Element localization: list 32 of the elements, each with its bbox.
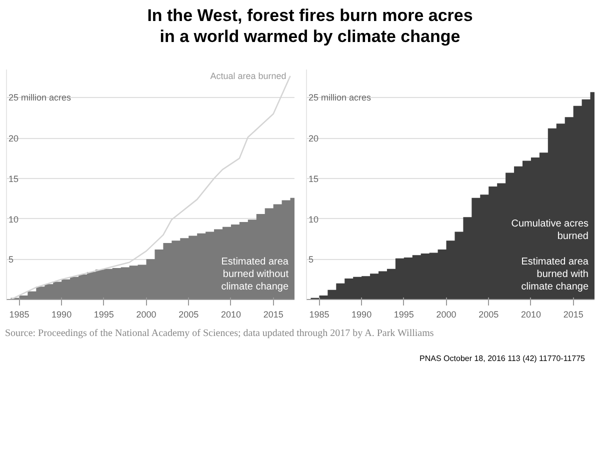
y-tick-label: 10 xyxy=(8,214,19,224)
x-tick-label: 2005 xyxy=(178,309,199,319)
x-tick-label: 1985 xyxy=(9,309,30,319)
x-tick-label: 1995 xyxy=(394,309,414,319)
line-series xyxy=(10,74,291,299)
annotation: Estimated area burned with climate change xyxy=(521,256,589,292)
x-tick-label: 2000 xyxy=(136,309,156,319)
x-tick-label: 2010 xyxy=(220,309,241,319)
annotation: Cumulative acres burned xyxy=(511,218,589,242)
y-tick-label: 25 million acres xyxy=(8,92,72,102)
y-tick-label: 15 xyxy=(308,173,319,184)
y-tick-label: 20 xyxy=(308,133,319,144)
text: PNAS October 18, 2016 113 (42) 11770-11775 xyxy=(420,352,585,364)
x-tick-label: 1985 xyxy=(309,309,330,319)
y-tick-label: 25 million acres xyxy=(308,92,372,102)
x-tick-label: 1990 xyxy=(52,309,72,319)
x-tick-label: 2015 xyxy=(263,309,284,319)
annotation: Actual area burned xyxy=(210,70,286,80)
x-tick-label: 2010 xyxy=(520,309,541,319)
chart-title: In the West, forest fires burn more acres in a world warmed by climate change xyxy=(146,5,474,48)
x-tick-label: 2000 xyxy=(436,309,456,319)
source-note: Source: Proceedings of the National Academy of Sciences; data updated through 2017 by A. Park Williams xyxy=(5,326,434,340)
x-tick-label: 1995 xyxy=(94,309,114,319)
y-tick-label: 15 xyxy=(8,173,19,184)
annotation: Estimated area burned without climate change xyxy=(221,256,289,292)
x-tick-label: 1990 xyxy=(352,309,372,319)
y-tick-label: 10 xyxy=(308,214,319,224)
y-tick-label: 20 xyxy=(8,133,19,144)
y-tick-label: 5 xyxy=(308,254,314,264)
x-tick-label: 2005 xyxy=(478,309,499,319)
x-tick-label: 2015 xyxy=(563,309,584,319)
y-tick-label: 5 xyxy=(8,254,14,264)
